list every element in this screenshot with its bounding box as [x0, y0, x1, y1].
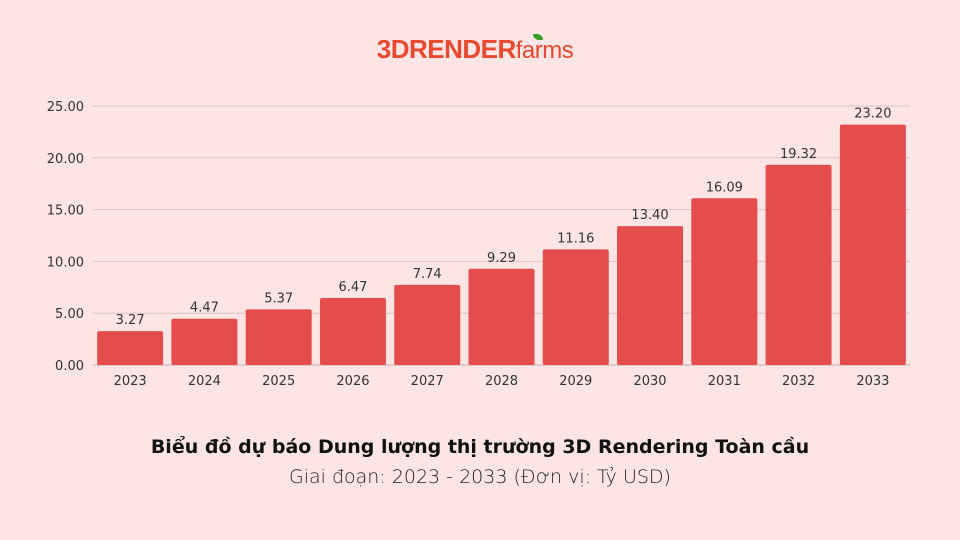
chart-subtitle: Giai đoạn: 2023 - 2033 (Đơn vị: Tỷ USD): [289, 466, 671, 488]
x-tick-label: 2028: [485, 374, 518, 389]
x-tick-label: 2026: [336, 374, 369, 389]
bar-2023: [97, 331, 164, 365]
data-label: 9.29: [487, 251, 516, 266]
x-tick-label: 2023: [114, 374, 147, 389]
data-label: 7.74: [413, 267, 442, 282]
bar-2031: [691, 198, 758, 365]
data-label: 19.32: [780, 147, 817, 162]
logo-main-text: 3DRENDER: [376, 34, 517, 64]
bar-2028: [468, 268, 535, 365]
bar-chart: 0.00 5.00 10.00 15.00 20.00 25.00 3.27 2023 4.47…: [47, 100, 910, 389]
data-label: 23.20: [854, 107, 891, 122]
bar-2026: [319, 297, 386, 365]
x-tick-label: 2032: [782, 374, 815, 389]
bar-2025: [245, 309, 312, 365]
data-label: 11.16: [557, 231, 594, 246]
data-label: 5.37: [264, 291, 293, 306]
chart-title: Biểu đồ dự báo Dung lượng thị trường 3D …: [150, 436, 810, 458]
logo-suffix-text: farms: [515, 37, 574, 64]
x-tick-label: 2025: [262, 374, 295, 389]
data-label: 16.09: [706, 180, 743, 195]
y-tick-label: 25.00: [47, 100, 84, 115]
x-tick-label: 2031: [708, 374, 741, 389]
bar-2024: [171, 318, 238, 365]
y-tick-label: 5.00: [55, 307, 84, 322]
data-label: 6.47: [338, 280, 367, 295]
x-tick-label: 2030: [633, 374, 666, 389]
y-tick-label: 0.00: [55, 359, 84, 374]
bar-2032: [765, 164, 832, 365]
bar-2029: [542, 249, 609, 365]
data-label: 13.40: [631, 208, 668, 223]
x-tick-label: 2027: [411, 374, 444, 389]
x-tick-label: 2033: [856, 374, 889, 389]
x-tick-label: 2024: [188, 374, 221, 389]
data-label: 4.47: [190, 301, 219, 316]
data-label: 3.27: [116, 313, 145, 328]
x-tick-label: 2029: [559, 374, 592, 389]
logo: 3DRENDERfarms: [0, 34, 960, 65]
bar-2033: [839, 124, 906, 365]
bar-2027: [394, 284, 461, 365]
y-tick-label: 10.00: [47, 255, 84, 270]
bar-2030: [617, 226, 684, 365]
y-tick-label: 20.00: [47, 152, 84, 167]
y-tick-label: 15.00: [47, 204, 84, 219]
leaf-icon: [533, 34, 544, 40]
